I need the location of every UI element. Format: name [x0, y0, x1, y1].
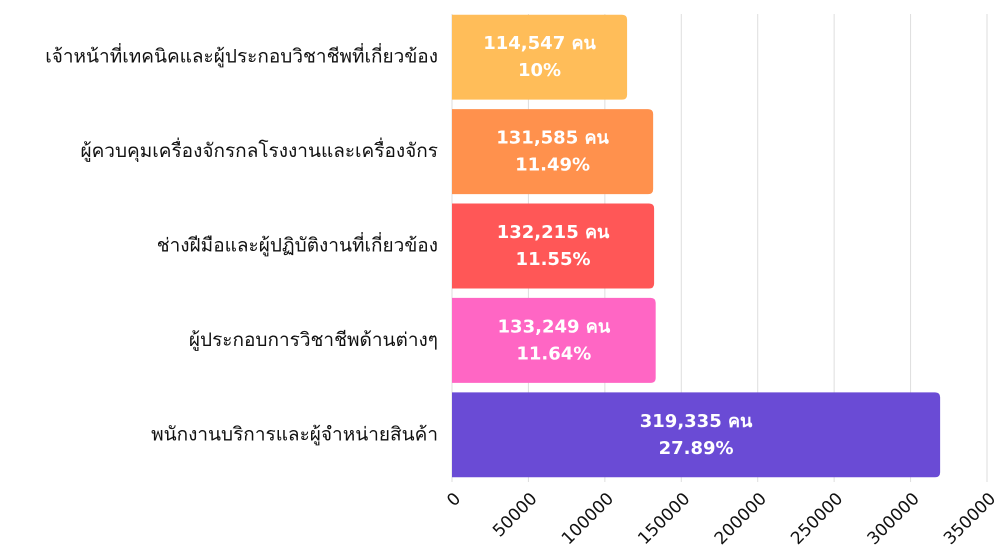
x-tick-label: 250000	[787, 489, 847, 549]
bar	[452, 14, 628, 100]
bar	[452, 297, 656, 383]
percent-label: 11.64%	[516, 343, 591, 364]
percent-label: 11.55%	[516, 249, 591, 270]
x-tick-label: 300000	[864, 489, 924, 549]
percent-label: 27.89%	[659, 438, 734, 459]
x-tick-label: 200000	[711, 489, 771, 549]
y-tick-label: เจ้าหน้าที่เทคนิคและผู้ประกอบวิชาชีพที่เ…	[45, 43, 438, 68]
bar	[452, 203, 655, 289]
value-label: 319,335 คน	[640, 411, 753, 432]
x-tick-label: 100000	[558, 489, 618, 549]
bar	[452, 109, 654, 195]
value-label: 114,547 คน	[483, 33, 596, 54]
y-tick-label: ผู้ประกอบการวิชาชีพด้านต่างๆ	[189, 329, 438, 351]
percent-label: 11.49%	[515, 155, 590, 176]
value-label: 131,585 คน	[496, 128, 609, 149]
x-tick-label: 50000	[489, 489, 541, 541]
x-tick-label: 150000	[634, 489, 694, 549]
bar	[452, 392, 941, 478]
x-tick-label: 350000	[940, 489, 999, 549]
y-tick-label: พนักงานบริการและผู้จำหน่ายสินค้า	[151, 423, 438, 445]
x-tick-label: 0	[443, 489, 465, 511]
y-tick-label: ผู้ควบคุมเครื่องจักรกลโรงงานและเครื่องจั…	[80, 137, 438, 163]
percent-label: 10%	[518, 60, 561, 81]
value-label: 132,215 คน	[497, 222, 610, 243]
y-tick-label: ช่างฝีมือและผู้ปฏิบัติงานที่เกี่ยวข้อง	[157, 232, 438, 257]
value-label: 133,249 คน	[498, 316, 611, 337]
